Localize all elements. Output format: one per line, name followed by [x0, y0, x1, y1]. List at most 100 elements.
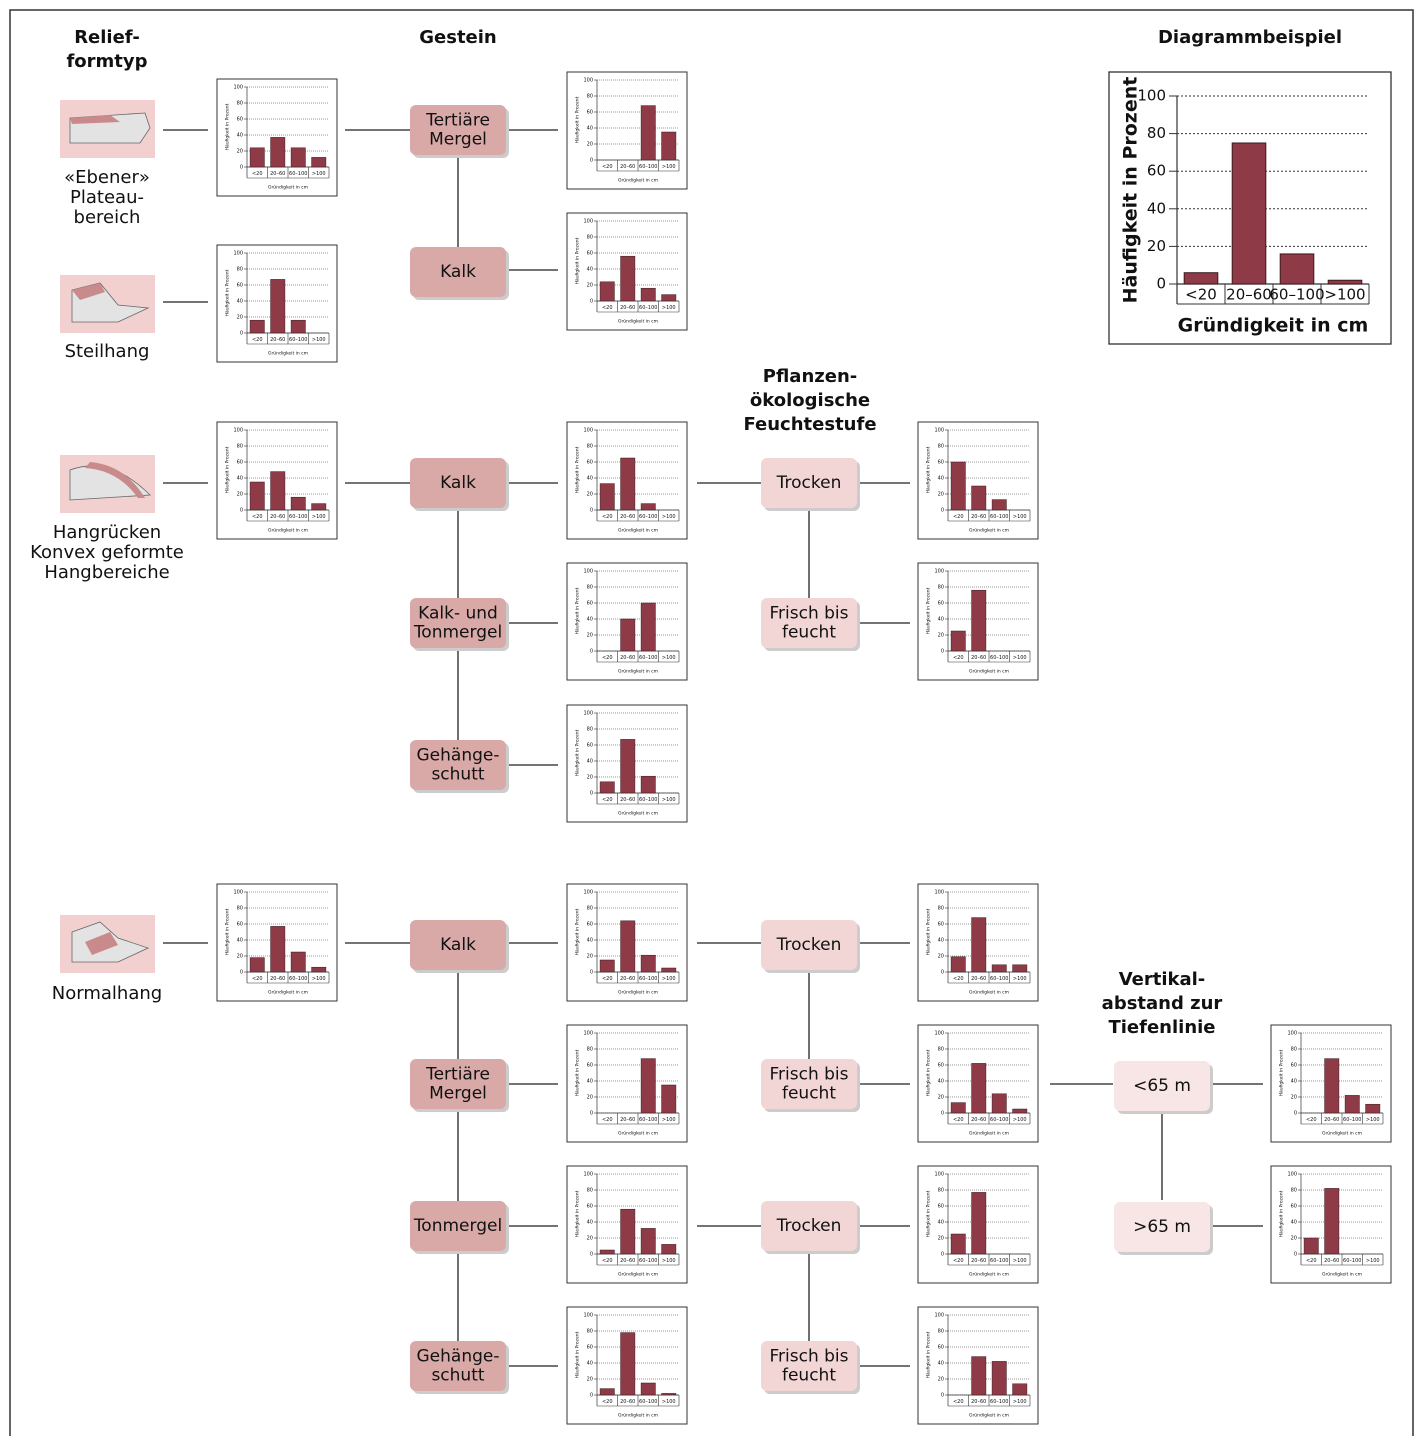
node: [410, 920, 506, 970]
bar: [971, 485, 987, 511]
bar: [991, 964, 1007, 973]
node-label: Tertiäre: [425, 111, 490, 131]
y-tick-label: 80: [237, 906, 243, 912]
y-tick-label: 60: [587, 1345, 593, 1351]
x-axis-label: Gründigkeit in cm: [618, 1131, 658, 1137]
y-axis-label: Häufigkeit in Prozent: [575, 1331, 581, 1378]
x-axis-label: Gründigkeit in cm: [1322, 1131, 1362, 1137]
y-tick-label: 60: [938, 460, 944, 466]
node-label: Tertiäre: [425, 1065, 490, 1085]
x-axis-label: Gründigkeit in cm: [618, 990, 658, 996]
x-tick-label: >100: [662, 655, 676, 661]
x-tick-label: 60–100: [990, 976, 1008, 982]
header: Feuchtestufe: [743, 414, 876, 435]
y-tick-label: 20: [938, 633, 944, 639]
y-axis-label: Häufigkeit in Prozent: [225, 103, 231, 150]
y-tick-label: 80: [587, 1329, 593, 1335]
y-tick-label: 40: [587, 759, 593, 765]
header: ökologische: [750, 390, 870, 411]
x-tick-label: 60–100: [990, 655, 1008, 661]
y-tick-label: 20: [938, 1236, 944, 1242]
y-tick-label: 100: [583, 78, 593, 84]
x-tick-label: >100: [662, 514, 676, 520]
bar: [620, 618, 636, 652]
bar: [971, 1192, 987, 1255]
bar: [270, 137, 286, 168]
y-tick-label: 60: [587, 743, 593, 749]
x-tick-label: <20: [953, 655, 964, 661]
y-tick-label: 60: [237, 283, 243, 289]
y-tick-label: 80: [1291, 1188, 1297, 1194]
y-tick-label: 80: [587, 1047, 593, 1053]
y-tick-label: 20: [237, 315, 243, 321]
x-tick-label: 20–60: [971, 655, 986, 661]
y-tick-label: 60: [938, 1204, 944, 1210]
x-tick-label: >100: [662, 1399, 676, 1405]
x-tick-label: 20–60: [971, 1258, 986, 1264]
y-tick-label: 20: [587, 142, 593, 148]
y-axis-label: Häufigkeit in Prozent: [575, 237, 581, 284]
x-tick-label: >100: [1013, 1258, 1027, 1264]
x-tick-label: 20–60: [270, 976, 285, 982]
x-tick-label: 20–60: [620, 797, 635, 803]
x-tick-label: <20: [252, 976, 263, 982]
x-tick-label: 20–60: [620, 1117, 635, 1123]
y-tick-label: 60: [1291, 1204, 1297, 1210]
x-axis-label: Gründigkeit in cm: [618, 811, 658, 817]
bar: [270, 926, 286, 973]
y-tick-label: 40: [938, 938, 944, 944]
y-tick-label: 80: [938, 1329, 944, 1335]
bar: [620, 1208, 636, 1255]
x-tick-label: <20: [953, 1117, 964, 1123]
y-tick-label: 40: [1291, 1079, 1297, 1085]
y-tick-label: 60: [938, 601, 944, 607]
y-axis-label: Häufigkeit in Prozent: [575, 587, 581, 634]
x-tick-label: <20: [953, 976, 964, 982]
node-label: Mergel: [429, 130, 487, 150]
x-axis-label: Gründigkeit in cm: [969, 1272, 1009, 1278]
node-label: Frisch bis: [769, 604, 848, 624]
y-tick-label: 100: [233, 890, 243, 896]
y-tick-label: 20: [587, 633, 593, 639]
node-label: Gehänge-: [417, 1347, 500, 1367]
y-axis-label: Häufigkeit in Prozent: [575, 1190, 581, 1237]
bar: [1012, 1383, 1028, 1396]
y-tick-label: 0: [590, 970, 593, 976]
bar: [599, 281, 615, 302]
chart-box: [566, 71, 688, 190]
y-tick-label: 40: [237, 476, 243, 482]
bar: [661, 1393, 677, 1396]
relief-label: Plateau-: [70, 187, 144, 208]
bar: [1231, 142, 1267, 285]
x-tick-label: <20: [602, 655, 613, 661]
y-tick-label: 60: [938, 1345, 944, 1351]
connectors: [163, 129, 1263, 1367]
bar: [661, 1244, 677, 1255]
node-label: Trocken: [776, 935, 842, 955]
node: [1114, 1061, 1210, 1111]
y-tick-label: 20: [587, 1377, 593, 1383]
x-tick-label: >100: [312, 171, 326, 177]
bar: [991, 499, 1007, 511]
y-tick-label: 40: [938, 1361, 944, 1367]
x-axis-label: Gründigkeit in cm: [618, 319, 658, 325]
y-tick-label: 0: [590, 649, 593, 655]
x-axis-label: Gründigkeit in cm: [1178, 315, 1369, 337]
x-tick-label: 60–100: [990, 1258, 1008, 1264]
y-tick-label: 60: [237, 922, 243, 928]
relief-label: «Ebener»: [64, 167, 150, 188]
bar: [599, 483, 615, 511]
y-tick-label: 40: [938, 476, 944, 482]
y-tick-label: 40: [587, 267, 593, 273]
x-tick-label: >100: [1324, 286, 1365, 304]
y-tick-label: 40: [938, 1079, 944, 1085]
x-tick-label: 60–100: [990, 1117, 1008, 1123]
relief-icons: [60, 100, 155, 973]
y-tick-label: 100: [583, 1313, 593, 1319]
x-tick-label: <20: [252, 514, 263, 520]
y-tick-label: 40: [587, 1079, 593, 1085]
x-tick-label: >100: [1366, 1258, 1380, 1264]
bar: [1324, 1188, 1340, 1255]
x-tick-label: 20–60: [270, 514, 285, 520]
